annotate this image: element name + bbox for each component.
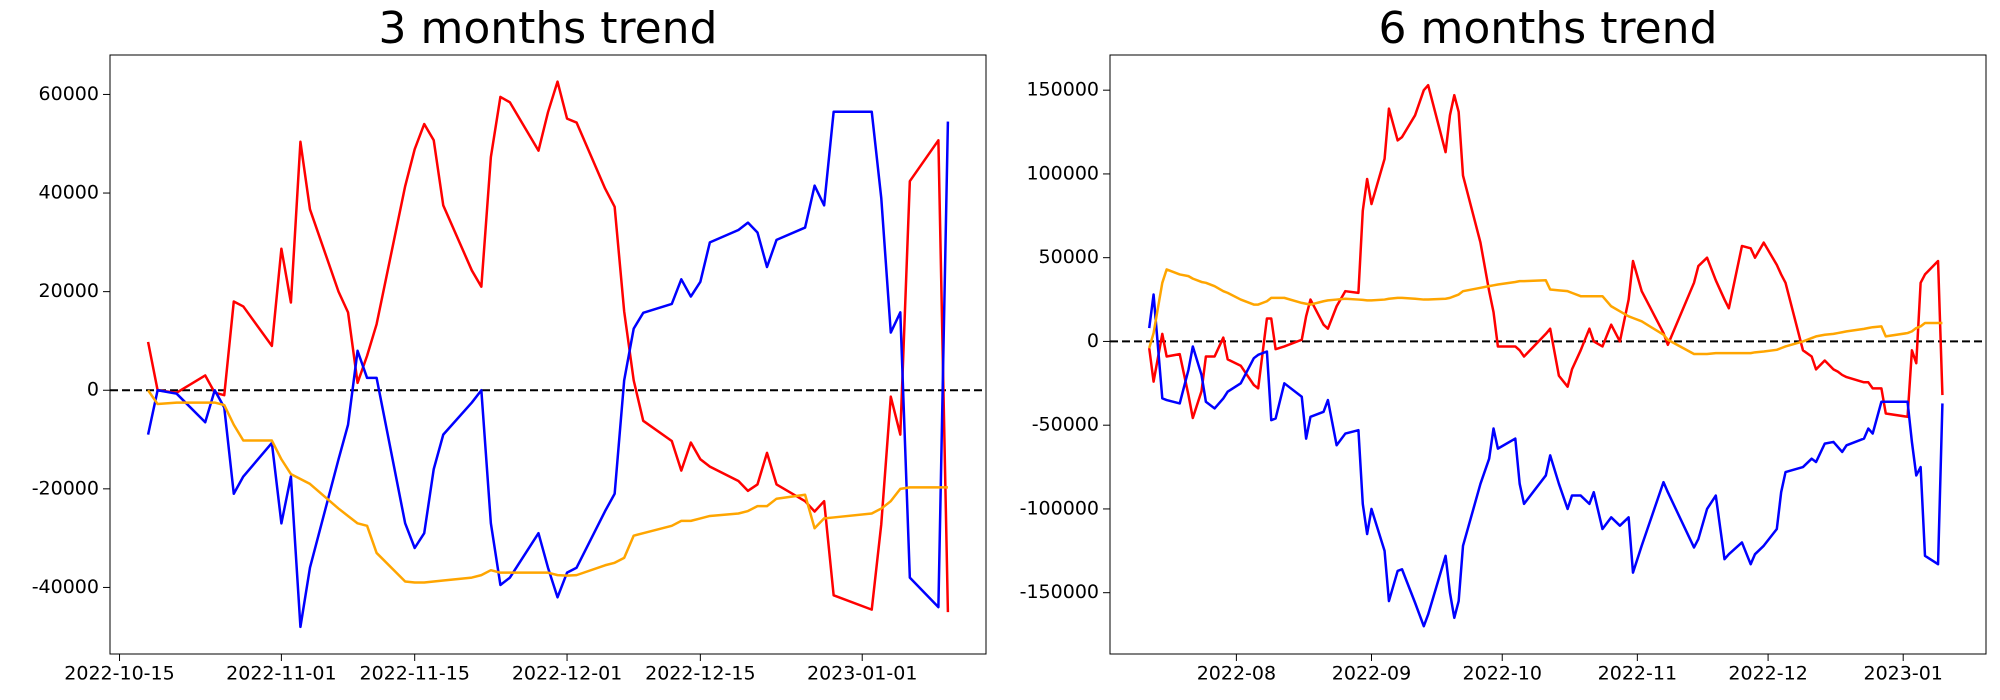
y-tick-label: 100000: [1026, 162, 1099, 184]
x-tick-label: 2022-09: [1332, 663, 1411, 685]
x-tick-label: 2022-11-15: [359, 663, 469, 685]
line-series: [1147, 83, 1944, 420]
x-tick-label: 2022-12: [1728, 663, 1807, 685]
line-series: [1147, 293, 1944, 628]
y-tick-label: 150000: [1026, 79, 1099, 101]
x-tick-label: 2022-08: [1197, 663, 1276, 685]
y-tick-label: -50000: [1032, 414, 1099, 436]
y-tick-label: -20000: [32, 477, 99, 499]
y-tick-label: 0: [87, 379, 99, 401]
line-series: [146, 110, 950, 629]
x-tick-label: 2022-10-15: [64, 663, 174, 685]
line-series: [147, 389, 948, 584]
y-tick-label: 0: [1087, 330, 1099, 352]
x-tick-label: 2022-12-15: [645, 663, 755, 685]
x-tick-label: 2023-01-01: [807, 663, 917, 685]
x-tick-label: 2022-12-01: [512, 663, 622, 685]
x-tick-label: 2022-11-01: [226, 663, 336, 685]
plot-frame: [109, 54, 987, 655]
plot-frame: [1109, 54, 1987, 655]
chart-title: 6 months trend: [1379, 3, 1718, 54]
y-tick-label: -150000: [1020, 581, 1099, 603]
y-tick-label: -40000: [32, 576, 99, 598]
y-tick-label: 50000: [1039, 246, 1099, 268]
x-tick-label: 2022-10: [1463, 663, 1542, 685]
subplot: 3 months trend -40000 -20000 0 20000 40000 600…: [32, 3, 987, 685]
y-tick-label: 60000: [39, 83, 99, 105]
x-tick-label: 2023-01: [1863, 663, 1942, 685]
line-series: [1148, 268, 1943, 356]
subplot: 6 months trend -150000 -100000 -50000 0 50000…: [1020, 3, 1987, 685]
chart-title: 3 months trend: [379, 3, 718, 54]
x-tick-label: 2022-11: [1598, 663, 1677, 685]
y-tick-label: 20000: [39, 280, 99, 302]
y-tick-label: 40000: [39, 182, 99, 204]
y-tick-label: -100000: [1020, 497, 1099, 519]
